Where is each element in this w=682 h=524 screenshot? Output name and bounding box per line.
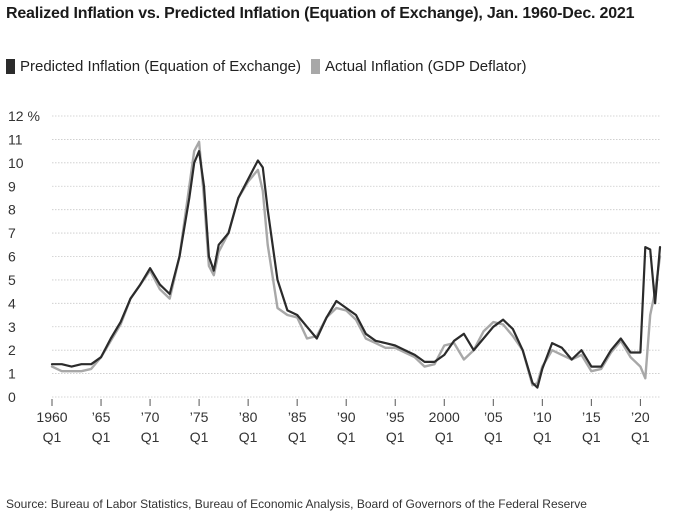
x-tick-label-’15: ’15 — [582, 409, 601, 425]
y-tick-label-11: 11 — [8, 131, 23, 147]
x-tick-label-’10: ’10 — [533, 409, 552, 425]
gridlines — [52, 115, 660, 398]
x-tick-label-’75: ’75 — [190, 409, 209, 425]
y-tick-label-12: 12 % — [8, 108, 40, 124]
chart-plot: 0 1 2 3 4 5 6 7 8 9 10 11 12 % 1960 Q1 ’65 Q1 ’70 Q1 ’75 Q1… — [8, 108, 662, 445]
x-tick-label-’65: ’65 — [92, 409, 111, 425]
x-tick-sub-label-’05: Q1 — [484, 429, 503, 445]
legend-label-actual: Actual Inflation (GDP Deflator) — [325, 58, 527, 75]
legend-item-actual: Actual Inflation (GDP Deflator) — [311, 58, 527, 75]
x-tick-label-2000: 2000 — [429, 409, 460, 425]
y-axis: 0 1 2 3 4 5 6 7 8 9 10 11 12 % — [8, 108, 40, 405]
legend-swatch-predicted — [6, 59, 15, 74]
x-tick-sub-label-’10: Q1 — [533, 429, 552, 445]
x-tick-label-’80: ’80 — [239, 409, 258, 425]
x-tick-sub-label-’85: Q1 — [288, 429, 307, 445]
y-tick-label-4: 4 — [8, 295, 16, 311]
x-tick-label-’20: ’20 — [631, 409, 650, 425]
x-tick-sub-label-’20: Q1 — [631, 429, 650, 445]
x-tick-sub-label-’95: Q1 — [386, 429, 405, 445]
x-axis: 1960 Q1 ’65 Q1 ’70 Q1 ’75 Q1 ’80 Q1 ’85 Q1 ’90 Q1 ’95 Q… — [36, 399, 650, 445]
chart-title: Realized Inflation vs. Predicted Inflati… — [6, 5, 635, 22]
x-tick-label-’85: ’85 — [288, 409, 307, 425]
y-tick-label-2: 2 — [8, 342, 16, 358]
x-tick-label-’05: ’05 — [484, 409, 503, 425]
y-tick-label-1: 1 — [8, 366, 16, 382]
x-tick-sub-label-’75: Q1 — [190, 429, 209, 445]
y-tick-label-8: 8 — [8, 202, 16, 218]
source-note: Source: Bureau of Labor Statistics, Bure… — [6, 497, 587, 511]
x-tick-sub-label-1960: Q1 — [43, 429, 62, 445]
series-lines — [50, 140, 662, 389]
y-tick-label-6: 6 — [8, 249, 16, 265]
legend-label-predicted: Predicted Inflation (Equation of Exchang… — [20, 58, 302, 75]
series-line-actual — [50, 140, 662, 387]
x-tick-sub-label-’70: Q1 — [141, 429, 160, 445]
y-tick-label-0: 0 — [8, 389, 16, 405]
legend: Predicted Inflation (Equation of Exchang… — [6, 58, 537, 75]
x-tick-label-’70: ’70 — [141, 409, 160, 425]
x-tick-sub-label-’15: Q1 — [582, 429, 601, 445]
x-tick-sub-label-’65: Q1 — [92, 429, 111, 445]
series-line-predicted — [50, 150, 662, 389]
y-tick-label-10: 10 — [8, 155, 24, 171]
y-tick-label-3: 3 — [8, 319, 16, 335]
x-tick-label-’90: ’90 — [337, 409, 356, 425]
x-tick-label-’95: ’95 — [386, 409, 405, 425]
legend-swatch-actual — [311, 59, 321, 74]
y-tick-label-9: 9 — [8, 178, 16, 194]
x-tick-sub-label-2000: Q1 — [435, 429, 454, 445]
x-tick-sub-label-’90: Q1 — [337, 429, 356, 445]
x-tick-sub-label-’80: Q1 — [239, 429, 258, 445]
legend-item-predicted: Predicted Inflation (Equation of Exchang… — [6, 58, 301, 75]
y-tick-label-5: 5 — [8, 272, 16, 288]
x-tick-label-1960: 1960 — [36, 409, 67, 425]
y-tick-label-7: 7 — [8, 225, 16, 241]
